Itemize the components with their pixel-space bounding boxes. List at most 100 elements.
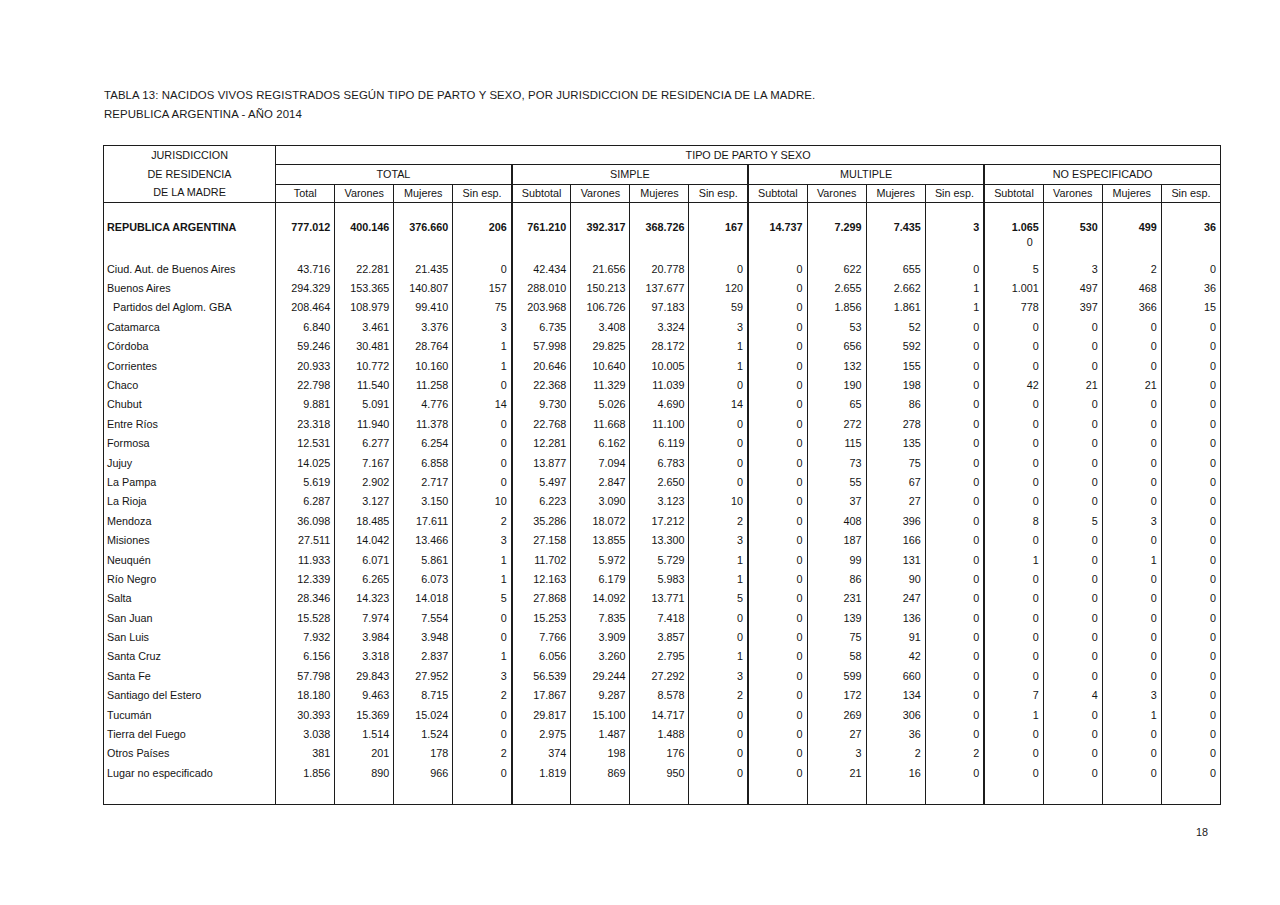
table-cell: 18.072 bbox=[571, 511, 630, 530]
table-cell: 306 bbox=[866, 705, 925, 724]
table-cell: 4 bbox=[1043, 686, 1102, 705]
table-cell: 0 bbox=[453, 453, 512, 472]
column-header-simple-varones: Varones bbox=[571, 184, 630, 202]
table-cell: 0 bbox=[925, 531, 984, 550]
table-row-tierra-del-fuego: Tierra del Fuego3.0381.5141.52402.9751.4… bbox=[104, 725, 1221, 744]
table-cell: 0 bbox=[748, 492, 807, 511]
table-cell: 269 bbox=[807, 705, 866, 724]
table-cell: 0 bbox=[748, 356, 807, 375]
table-cell: 11.702 bbox=[512, 550, 571, 569]
row-label: Santa Fe bbox=[104, 666, 276, 685]
table-cell: 2.795 bbox=[630, 647, 689, 666]
table-cell: 0 bbox=[748, 628, 807, 647]
table-cell: 153.365 bbox=[335, 279, 394, 298]
table-row-otros-pa-ses: Otros Países3812011782374198176003220000 bbox=[104, 744, 1221, 763]
table-cell: 9.730 bbox=[512, 395, 571, 414]
table-cell: 0 bbox=[1043, 608, 1102, 627]
table-cell: 0 bbox=[1161, 744, 1220, 763]
table-cell: 59.246 bbox=[276, 337, 335, 356]
table-cell: 368.726 bbox=[630, 202, 689, 236]
table-cell: 0 bbox=[689, 434, 748, 453]
table-cell bbox=[512, 251, 571, 259]
table-cell: 0 bbox=[984, 395, 1043, 414]
row-label: Formosa bbox=[104, 434, 276, 453]
row-label: Chubut bbox=[104, 395, 276, 414]
table-cell: 3 bbox=[689, 531, 748, 550]
table-cell: 0 bbox=[925, 511, 984, 530]
table-cell: 53 bbox=[807, 317, 866, 336]
row-label: Otros Países bbox=[104, 744, 276, 763]
table-cell: 21 bbox=[807, 763, 866, 782]
table-row-c-rdoba: Córdoba59.24630.48128.764157.99829.82528… bbox=[104, 337, 1221, 356]
table-cell: 408 bbox=[807, 511, 866, 530]
table-cell: 29.825 bbox=[571, 337, 630, 356]
table-cell: 14.092 bbox=[571, 589, 630, 608]
table-cell: 2.717 bbox=[394, 473, 453, 492]
table-cell: 0 bbox=[1043, 434, 1102, 453]
table-cell: 12.281 bbox=[512, 434, 571, 453]
column-header-no-especificado-mujeres: Mujeres bbox=[1102, 184, 1161, 202]
table-cell: 0 bbox=[1043, 725, 1102, 744]
table-cell: 11.668 bbox=[571, 414, 630, 433]
table-cell: 57.998 bbox=[512, 337, 571, 356]
table-cell: 0 bbox=[748, 589, 807, 608]
column-header-total-varones: Varones bbox=[335, 184, 394, 202]
table-cell: 1 bbox=[689, 550, 748, 569]
table-cell: 0 bbox=[984, 317, 1043, 336]
table-cell: 0 bbox=[748, 531, 807, 550]
table-cell bbox=[748, 251, 807, 259]
table-cell: 67 bbox=[866, 473, 925, 492]
table-cell: 22.368 bbox=[512, 376, 571, 395]
table-cell: 7.435 bbox=[866, 202, 925, 236]
table-cell: 206 bbox=[453, 202, 512, 236]
table-cell: 0 bbox=[748, 608, 807, 627]
table-row-buenos-aires: Buenos Aires294.329153.365140.807157288.… bbox=[104, 279, 1221, 298]
table-cell: 778 bbox=[984, 298, 1043, 317]
table-cell: 1 bbox=[453, 570, 512, 589]
table-cell: 91 bbox=[866, 628, 925, 647]
table-cell: 2.902 bbox=[335, 473, 394, 492]
table-cell: 7 bbox=[984, 686, 1043, 705]
table-cell: 0 bbox=[1161, 705, 1220, 724]
table-cell: 6.073 bbox=[394, 570, 453, 589]
table-cell: 30.481 bbox=[335, 337, 394, 356]
table-cell: 3.090 bbox=[571, 492, 630, 511]
table-cell: 12.339 bbox=[276, 570, 335, 589]
table-cell: 0 bbox=[1161, 570, 1220, 589]
table-cell: 29.244 bbox=[571, 666, 630, 685]
table-row-entre-r-os: Entre Ríos23.31811.94011.378022.76811.66… bbox=[104, 414, 1221, 433]
table-cell: 0 bbox=[925, 492, 984, 511]
table-cell: 0 bbox=[984, 666, 1043, 685]
table-cell: 21.435 bbox=[394, 259, 453, 278]
table-cell: 3 bbox=[1102, 686, 1161, 705]
table-cell: 2 bbox=[453, 744, 512, 763]
table-cell: 660 bbox=[866, 666, 925, 685]
table-cell: 0 bbox=[453, 628, 512, 647]
table-cell: 58 bbox=[807, 647, 866, 666]
table-cell: 6.858 bbox=[394, 453, 453, 472]
table-cell: 27 bbox=[866, 492, 925, 511]
table-cell: 3.127 bbox=[335, 492, 394, 511]
table-cell: 381 bbox=[276, 744, 335, 763]
table-cell: 14.042 bbox=[335, 531, 394, 550]
table-cell bbox=[394, 251, 453, 259]
column-header-multiple-varones: Varones bbox=[807, 184, 866, 202]
table-cell: 3 bbox=[453, 666, 512, 685]
table-cell: 0 bbox=[925, 395, 984, 414]
table-cell: 10 bbox=[689, 492, 748, 511]
table-cell: 8.578 bbox=[630, 686, 689, 705]
table-cell: 11.039 bbox=[630, 376, 689, 395]
row-label: Chaco bbox=[104, 376, 276, 395]
table-cell: 172 bbox=[807, 686, 866, 705]
table-cell: 288.010 bbox=[512, 279, 571, 298]
table-cell: 14.018 bbox=[394, 589, 453, 608]
table-cell: 0 bbox=[1102, 531, 1161, 550]
table-cell: 27.952 bbox=[394, 666, 453, 685]
table-cell: 30.393 bbox=[276, 705, 335, 724]
table-cell: 0 bbox=[925, 434, 984, 453]
table-cell bbox=[1043, 783, 1102, 805]
table-cell bbox=[453, 783, 512, 805]
table-cell: 5.026 bbox=[571, 395, 630, 414]
table-cell: 11.378 bbox=[394, 414, 453, 433]
table-cell: 0 bbox=[689, 628, 748, 647]
